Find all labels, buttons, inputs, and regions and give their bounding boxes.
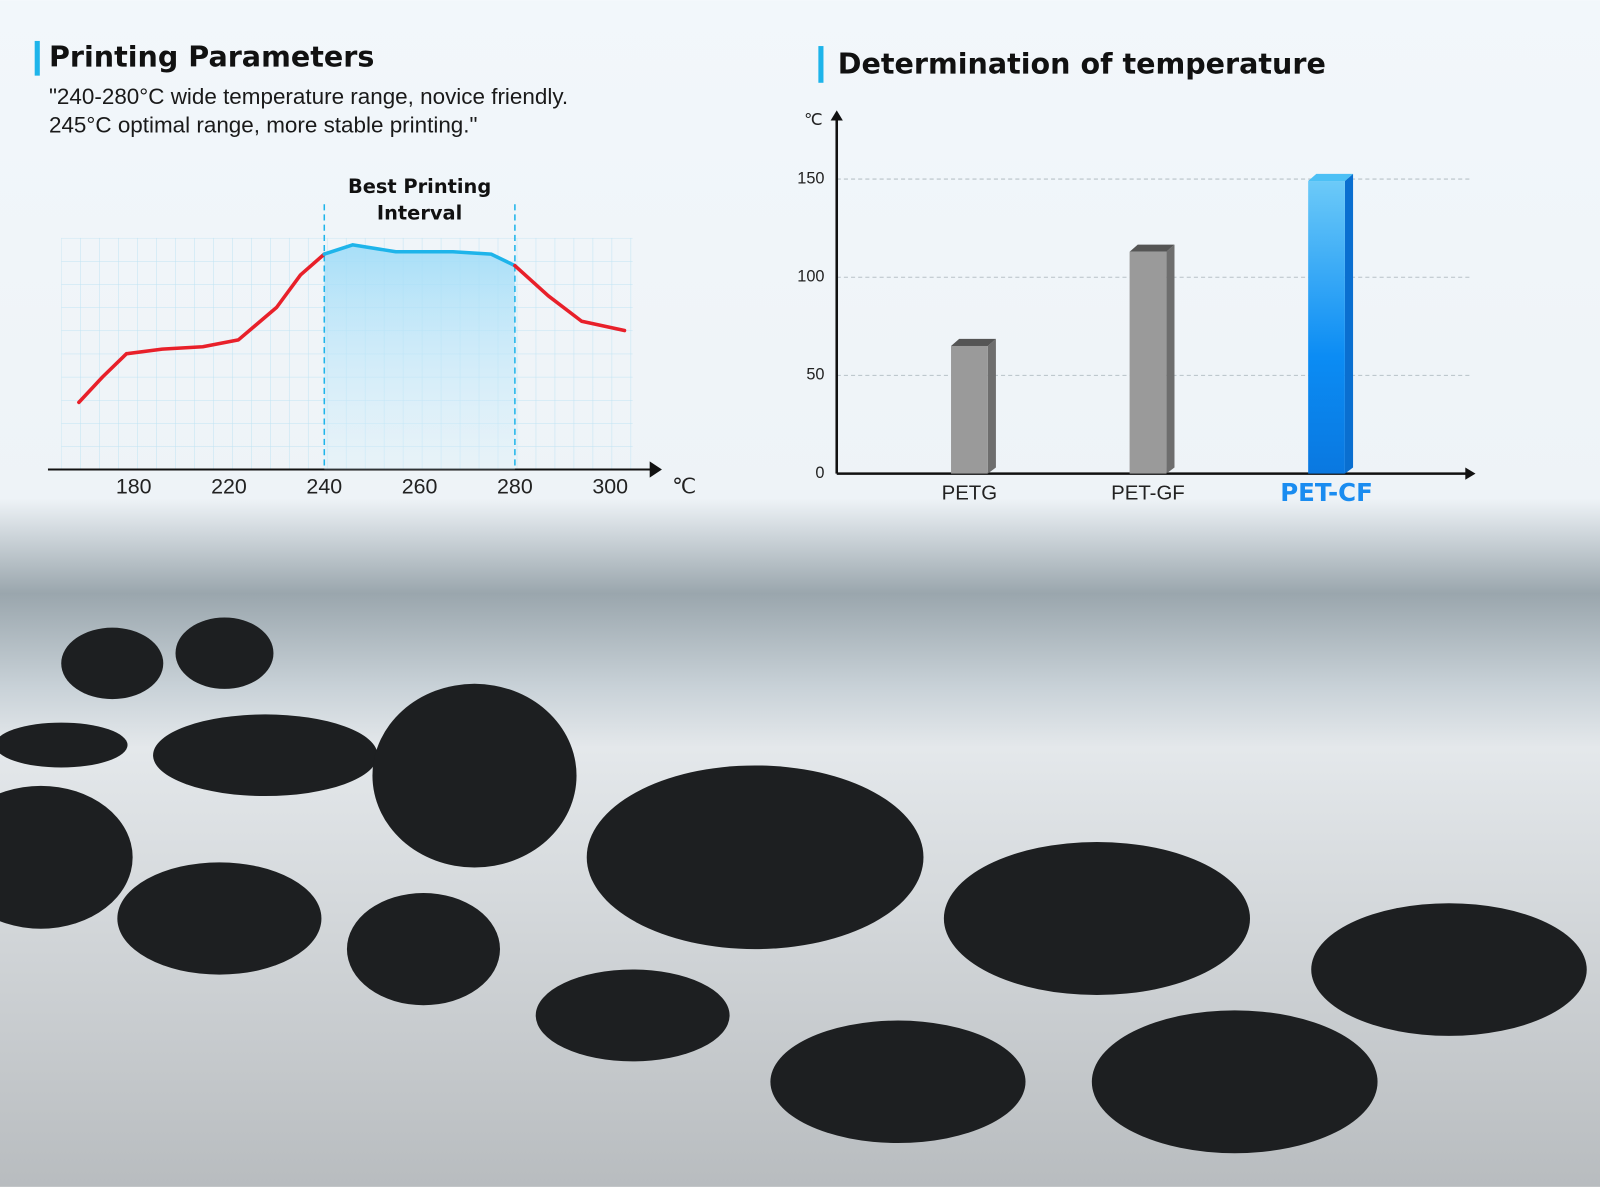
line-series <box>513 263 627 333</box>
subtitle-line: 245°C optimal range, more stable printin… <box>49 113 478 138</box>
y-tick-label: 150 <box>797 169 824 187</box>
x-tick-label: 220 <box>211 475 247 499</box>
title-accent <box>34 40 40 76</box>
x-axis-label: ℃ <box>672 475 696 499</box>
x-tick-label: 300 <box>592 475 628 499</box>
y-tick-label: 100 <box>797 268 824 286</box>
line-series <box>322 243 517 268</box>
axis-arrow <box>830 110 843 121</box>
axis-arrow <box>1465 467 1476 480</box>
interval-shade <box>324 244 515 470</box>
chart-title: Printing Parameters <box>49 39 374 73</box>
y-tick-label: 0 <box>815 464 824 482</box>
x-tick-label: PET-GF <box>1111 482 1185 504</box>
x-tick-label: 260 <box>402 475 438 499</box>
bar <box>1129 251 1167 474</box>
x-tick-label: PET-CF <box>1280 478 1373 507</box>
bar-side <box>987 338 996 474</box>
annotation: Best Printing Interval <box>348 174 491 224</box>
bar-top <box>1308 173 1354 182</box>
title-accent <box>818 46 824 83</box>
bar <box>1308 181 1345 474</box>
chart-title: Determination of temperature <box>838 46 1326 80</box>
x-tick-label: 180 <box>116 475 152 499</box>
photo-parts <box>0 617 1587 1154</box>
annotation-line: Interval <box>377 201 462 224</box>
bar-side <box>1344 173 1354 474</box>
y-axis-label: ℃ <box>804 111 822 129</box>
line-series <box>77 252 327 405</box>
subtitle-line: "240-280°C wide temperature range, novic… <box>49 84 568 109</box>
x-tick-label: 280 <box>497 475 533 499</box>
x-tick-label: PETG <box>942 482 998 504</box>
bar <box>951 345 988 474</box>
bar-chart: 0 50 100 150 ℃ PETG PET-GF PET-CF <box>797 110 1476 507</box>
annotation-line: Best Printing <box>348 174 491 197</box>
line-chart: ℃ 180 220 240 260 280 300 Best Printing Interval <box>47 174 696 499</box>
bar-side <box>1166 244 1175 474</box>
y-tick-label: 50 <box>806 366 824 384</box>
x-tick-label: 240 <box>306 475 342 499</box>
axis-arrow <box>649 461 662 478</box>
bar-top <box>1129 244 1175 252</box>
bar-top <box>951 338 996 346</box>
